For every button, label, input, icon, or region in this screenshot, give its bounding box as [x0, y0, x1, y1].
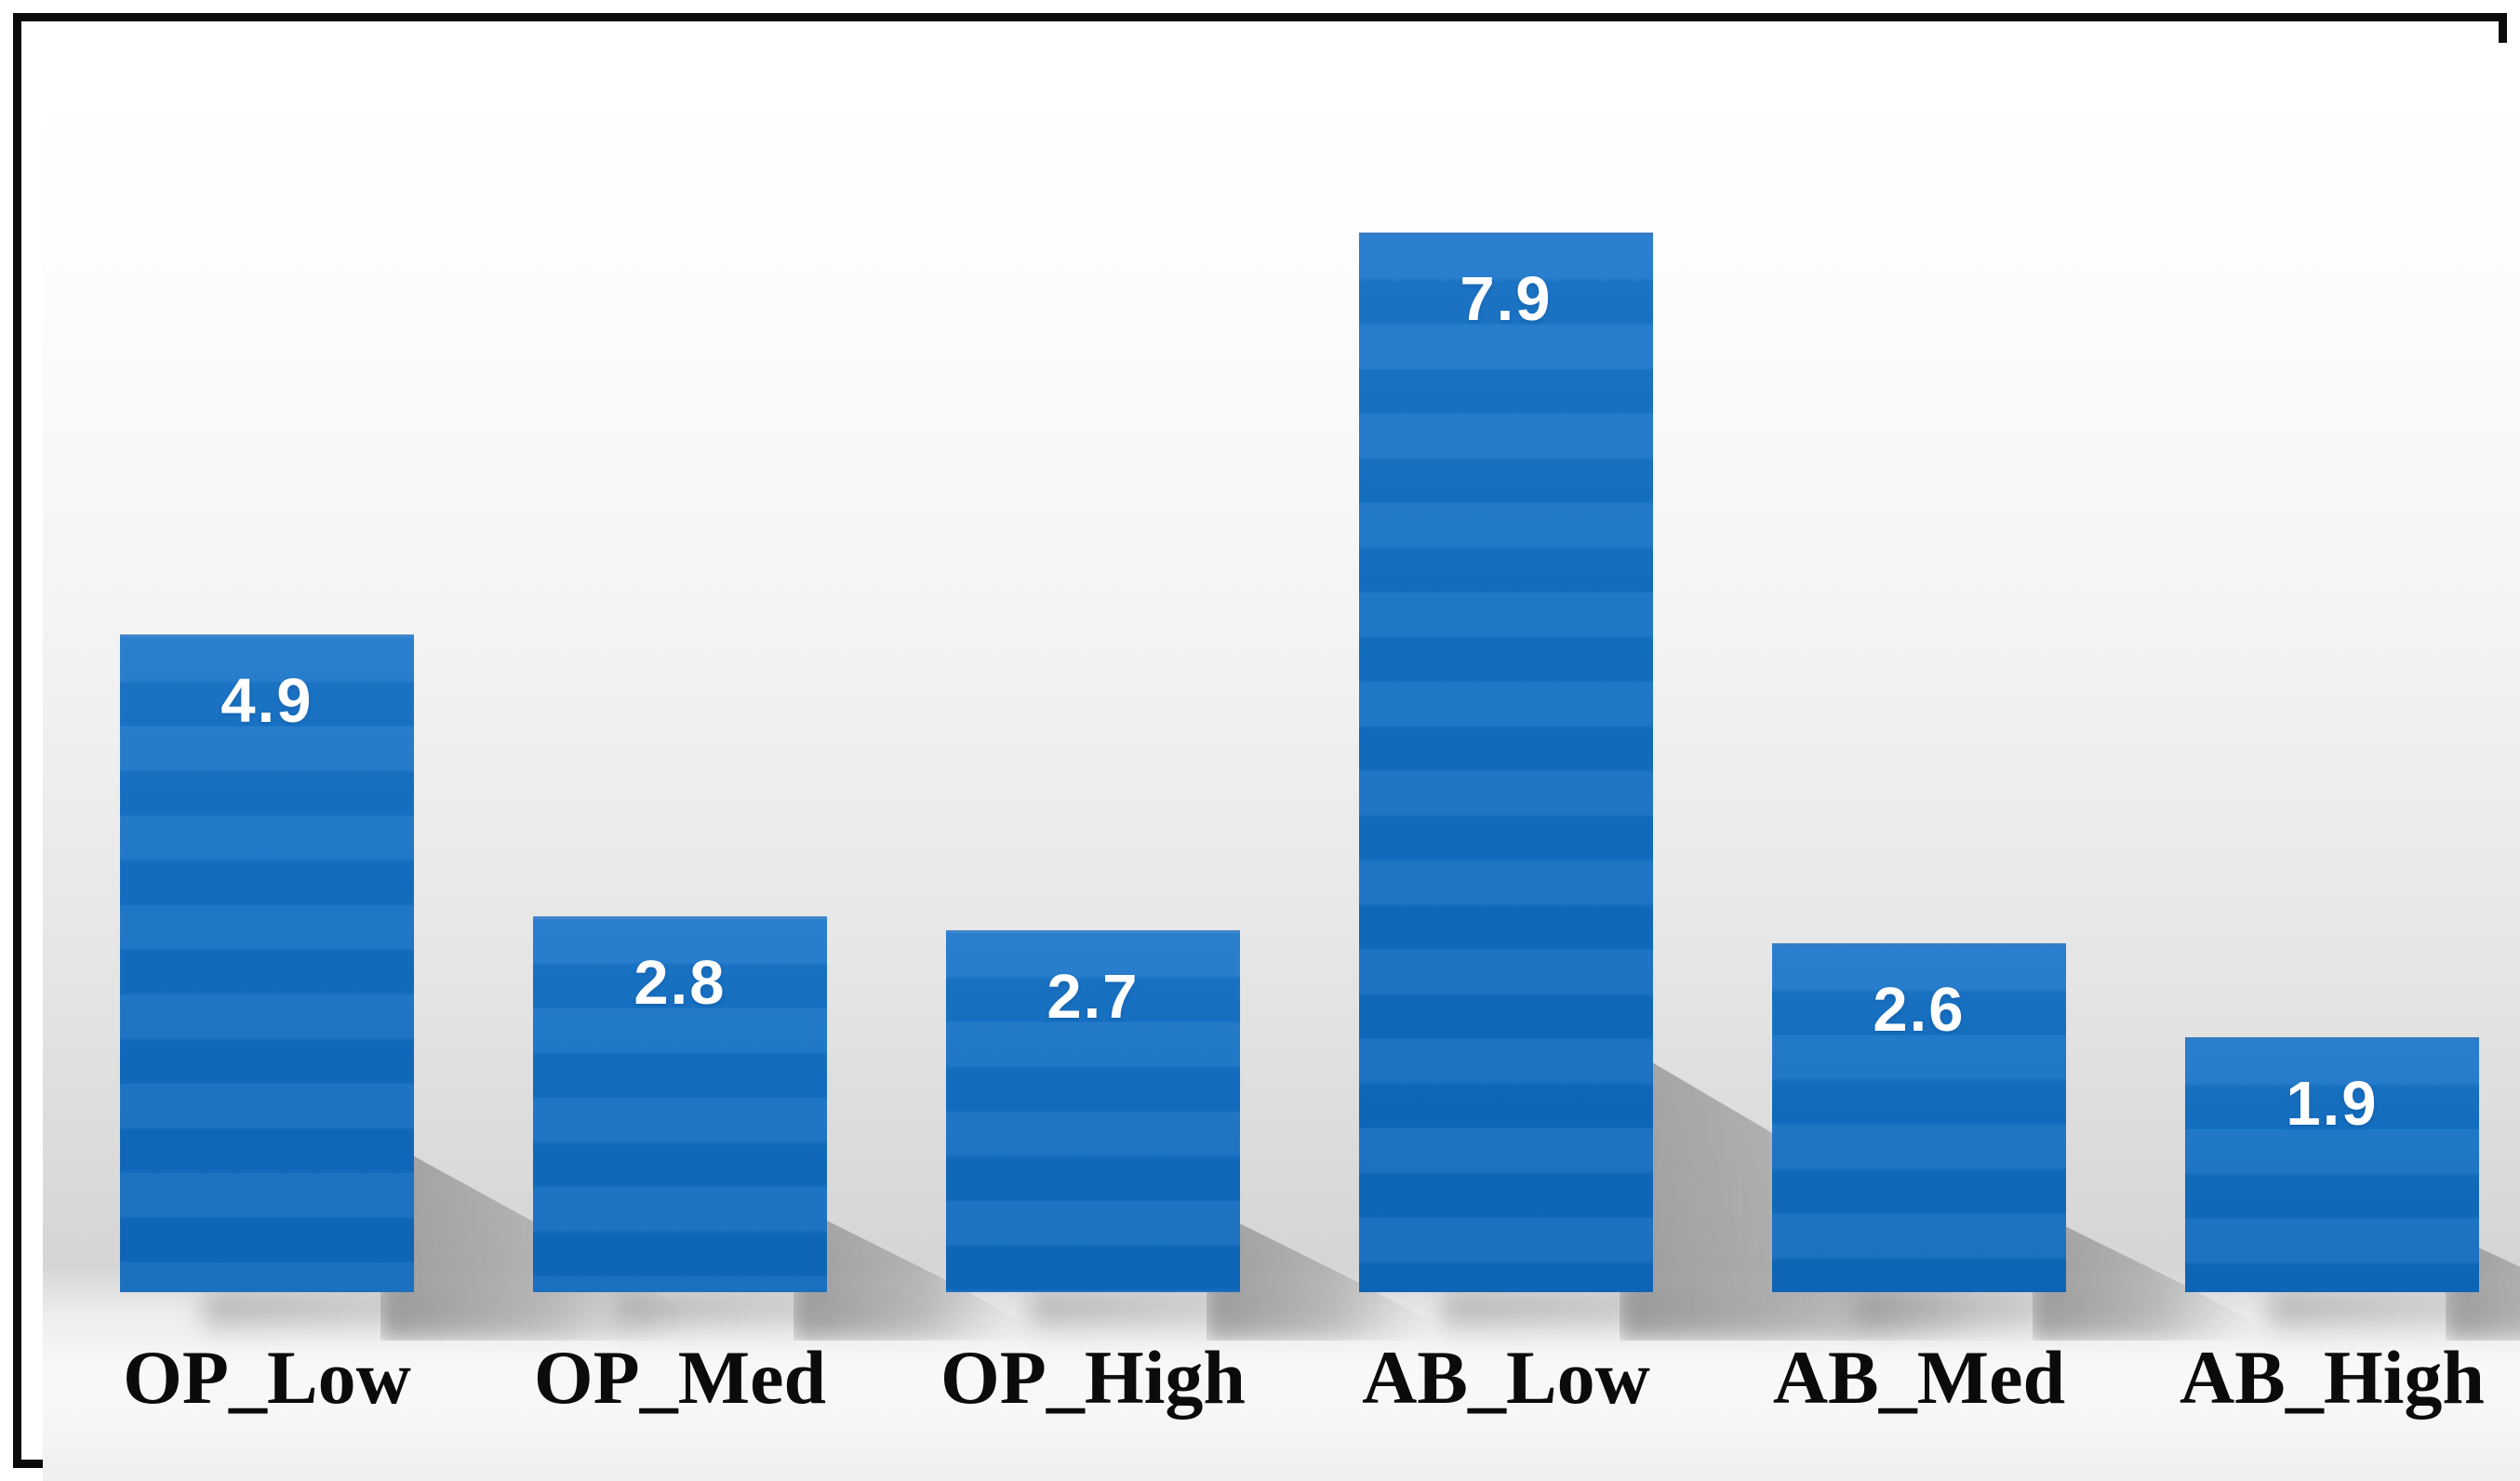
category-label-op-high: OP_High	[940, 1335, 1247, 1420]
plot-area: 4.9 OP_Low 2.8 OP_Med 2.7 OP_High 7.9 AB_Low 2.6…	[43, 43, 2520, 1481]
chart-frame: 4.9 OP_Low 2.8 OP_Med 2.7 OP_High 7.9 AB_Low 2.6…	[13, 13, 2520, 1481]
category-label-op-low: OP_Low	[123, 1335, 411, 1420]
bar-op-high: 2.7	[946, 929, 1240, 1292]
bar-ab-med: 2.6	[1772, 943, 2066, 1292]
bar-ground-shadow-ab-low	[1443, 1290, 1984, 1328]
bar-ground-shadow-ab-med	[1856, 1290, 2269, 1328]
bar-op-low: 4.9	[120, 634, 414, 1292]
bar-ground-shadow-op-high	[1030, 1290, 1446, 1328]
bar-ab-high: 1.9	[2185, 1037, 2479, 1292]
category-label-ab-med: AB_Med	[1772, 1335, 2066, 1420]
bar-ab-low: 7.9	[1359, 232, 1653, 1292]
bar-op-med: 2.8	[533, 916, 827, 1292]
category-label-ab-low: AB_Low	[1362, 1335, 1650, 1420]
bar-value-label: 2.7	[1047, 961, 1140, 1032]
bar-value-label: 4.9	[220, 666, 313, 737]
category-label-op-med: OP_Med	[533, 1335, 827, 1420]
bar-value-label: 7.9	[1460, 263, 1553, 334]
bar-value-label: 2.8	[633, 948, 727, 1019]
bar-ground-shadow-ab-high	[2269, 1290, 2520, 1328]
bar-ground-shadow-op-low	[204, 1290, 673, 1328]
bar-ground-shadow-op-med	[617, 1290, 1034, 1328]
category-label-ab-high: AB_High	[2179, 1335, 2486, 1420]
bar-value-label: 1.9	[2286, 1069, 2379, 1140]
bar-value-label: 2.6	[1873, 975, 1966, 1046]
